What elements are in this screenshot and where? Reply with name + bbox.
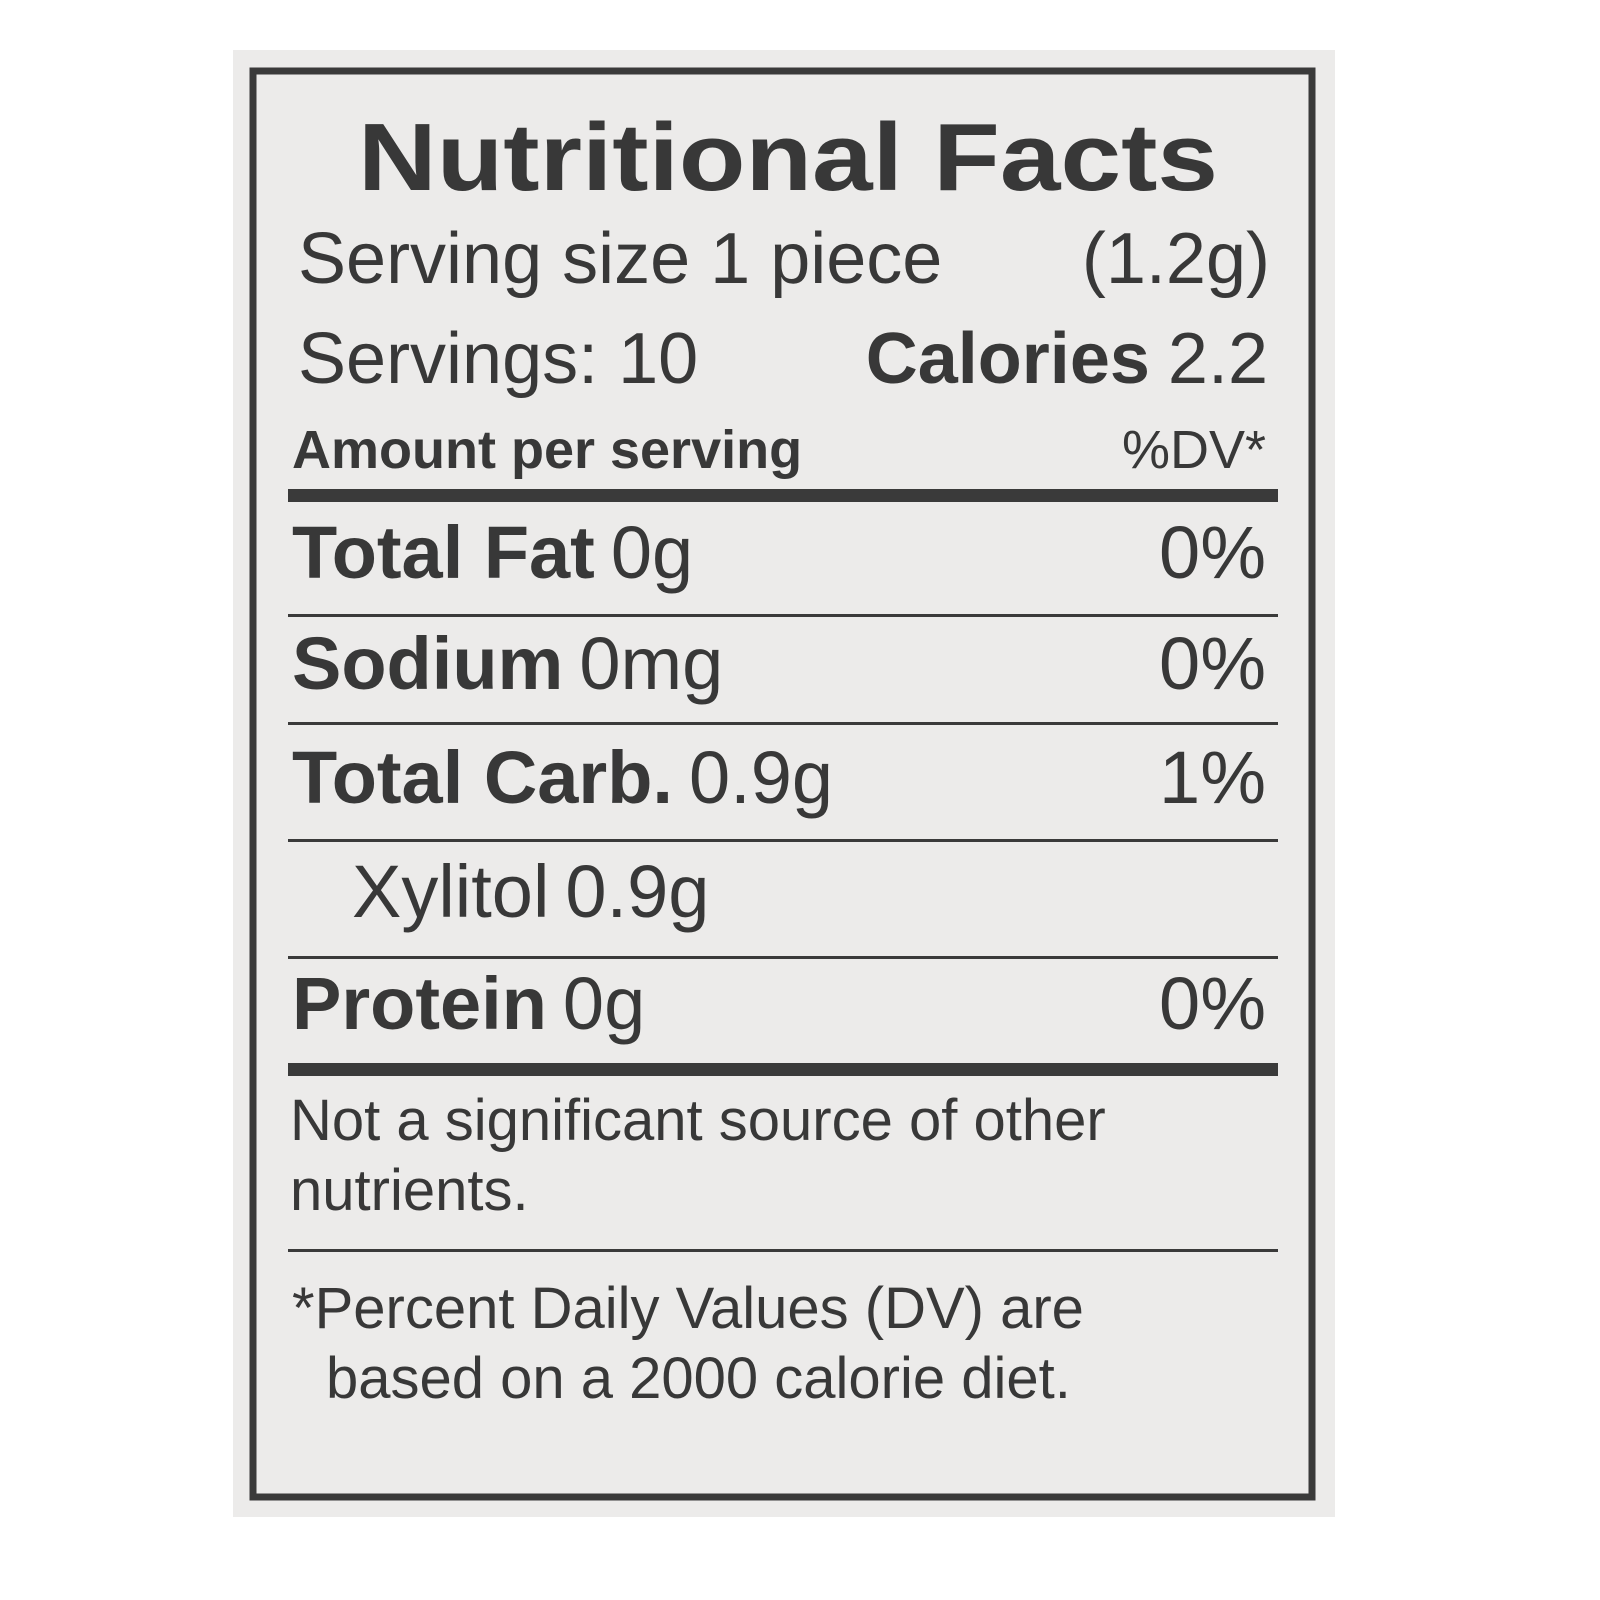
nutrient-row: Protein 0g	[292, 962, 645, 1045]
nutrient-dv: 1%	[1159, 736, 1266, 819]
calories-value: 2.2	[1168, 319, 1268, 399]
label-background	[233, 50, 1335, 1517]
rule	[288, 614, 1278, 617]
servings: Servings: 10	[298, 319, 698, 399]
nutrient-amount: 0mg	[579, 622, 723, 705]
serving-size: Serving size 1 piece	[298, 219, 942, 299]
dv-header: %DV*	[1122, 420, 1266, 480]
label-border	[249, 67, 1316, 1501]
calories: Calories 2.2	[866, 319, 1268, 399]
title: Nutritional Facts	[358, 104, 1218, 211]
nutrient-row: Sodium 0mg	[292, 622, 723, 705]
nutrient-name: Xylitol	[352, 850, 549, 933]
rule	[288, 839, 1278, 842]
rule	[288, 722, 1278, 725]
nutrient-amount: 0.9g	[565, 850, 709, 933]
nutrient-row: Total Carb. 0.9g	[292, 736, 833, 819]
thick-rule	[288, 489, 1278, 502]
note-line: nutrients.	[290, 1158, 529, 1223]
calories-label: Calories	[866, 319, 1150, 399]
nutrient-name: Total Carb.	[292, 736, 673, 819]
nutrient-name: Sodium	[292, 622, 563, 705]
nutrient-name: Total Fat	[292, 511, 595, 594]
nutrient-dv: 0%	[1159, 962, 1266, 1045]
footnote-line: *Percent Daily Values (DV) are	[292, 1276, 1084, 1341]
nutrient-amount: 0g	[563, 962, 645, 1045]
nutrient-amount: 0g	[611, 511, 693, 594]
nutrient-dv: 0%	[1159, 511, 1266, 594]
serving-amount: (1.2g)	[1082, 219, 1270, 299]
note-line: Not a significant source of other	[290, 1088, 1106, 1153]
nutrient-dv: 0%	[1159, 622, 1266, 705]
footnote-line: based on a 2000 calorie diet.	[326, 1346, 1071, 1411]
rule	[288, 956, 1278, 959]
amount-header: Amount per serving	[292, 420, 802, 480]
nutrient-amount: 0.9g	[689, 736, 833, 819]
nutrient-name: Protein	[292, 962, 547, 1045]
nutrient-row: Total Fat 0g	[292, 511, 693, 594]
rule	[288, 1249, 1278, 1252]
thick-rule	[288, 1063, 1278, 1076]
nutrient-row: Xylitol 0.9g	[352, 850, 709, 933]
